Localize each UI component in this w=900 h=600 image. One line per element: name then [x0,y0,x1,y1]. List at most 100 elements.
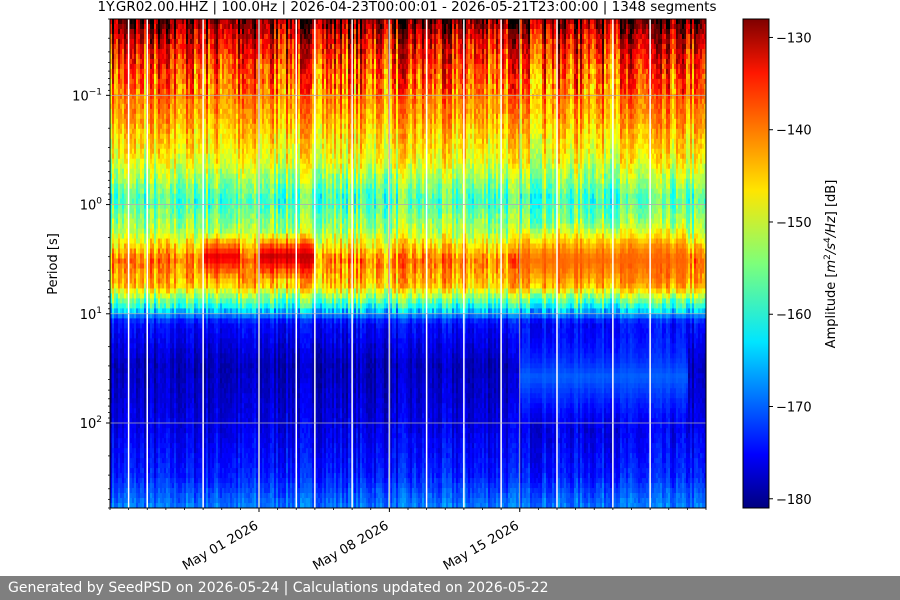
heatmap-cell [158,283,161,290]
heatmap-cell [124,478,127,484]
heatmap-cell [140,23,143,30]
heatmap-cell [116,318,119,324]
heatmap-cell [110,43,113,50]
heatmap-cell [120,188,123,195]
heatmap-cell [114,413,117,419]
heatmap-cell [118,318,121,324]
heatmap-cell [126,403,129,409]
heatmap-cell [132,253,135,260]
heatmap-cell [126,123,129,130]
heatmap-cell [136,113,139,120]
heatmap-cell [150,188,153,195]
heatmap-cell [114,423,117,429]
heatmap-cell [150,83,153,90]
heatmap-cell [116,293,119,300]
heatmap-cell [150,253,153,260]
heatmap-cell [134,83,137,90]
heatmap-cell [154,283,157,290]
heatmap-cell [112,138,115,145]
heatmap-cell [120,323,123,329]
heatmap-cell [172,103,175,110]
heatmap-cell [166,313,169,319]
heatmap-cell [172,113,175,120]
heatmap-cell [138,438,141,444]
heatmap-cell [170,28,173,35]
heatmap-cell [136,198,139,205]
heatmap-cell [122,198,125,205]
heatmap-cell [150,93,153,100]
heatmap-cell [130,483,133,489]
heatmap-cell [126,328,129,334]
heatmap-cell [156,328,159,334]
heatmap-cell [114,403,117,409]
heatmap-cell [114,333,117,339]
heatmap-cell [126,293,129,300]
heatmap-cell [116,213,119,220]
heatmap-cell [152,413,155,419]
heatmap-cell [118,203,121,210]
heatmap-cell [130,373,133,379]
heatmap-cell [110,88,113,95]
heatmap-cell [156,423,159,429]
heatmap-cell [140,473,143,479]
heatmap-cell [134,438,137,444]
heatmap-cell [136,393,139,399]
heatmap-cell [132,118,135,125]
heatmap-cell [166,108,169,115]
heatmap-cell [134,283,137,290]
heatmap-cell [148,108,151,115]
heatmap-cell [130,278,133,285]
heatmap-cell [136,118,139,125]
heatmap-cell [124,198,127,205]
heatmap-cell [118,298,121,305]
heatmap-cell [116,258,119,265]
heatmap-cell [156,418,159,424]
heatmap-cell [140,213,143,220]
heatmap-cell [124,318,127,324]
heatmap-cell [122,183,125,190]
heatmap-cell [118,473,121,479]
heatmap-cell [114,148,117,155]
heatmap-cell [148,438,151,444]
heatmap-cell [164,358,167,364]
heatmap-cell [172,323,175,329]
heatmap-cell [172,338,175,344]
heatmap-cell [120,363,123,369]
heatmap-cell [120,303,123,310]
heatmap-cell [112,183,115,190]
heatmap-cell [112,413,115,419]
heatmap-cell [178,433,181,439]
heatmap-cell [166,158,169,165]
heatmap-cell [116,93,119,100]
heatmap-cell [124,333,127,339]
heatmap-cell [130,498,133,504]
heatmap-cell [130,218,133,225]
heatmap-cell [174,433,177,439]
heatmap-cell [174,428,177,434]
heatmap-cell [168,483,171,489]
heatmap-cell [156,138,159,145]
heatmap-cell [164,213,167,220]
heatmap-cell [170,263,173,270]
heatmap-cell [124,293,127,300]
heatmap-cell [134,178,137,185]
heatmap-cell [168,278,171,285]
heatmap-cell [168,413,171,419]
heatmap-cell [160,33,163,40]
heatmap-cell [114,433,117,439]
heatmap-cell [122,408,125,414]
heatmap-cell [152,313,155,319]
heatmap-cell [156,258,159,265]
heatmap-cell [152,88,155,95]
heatmap-cell [168,218,171,225]
heatmap-cell [138,158,141,165]
heatmap-cell [120,428,123,434]
heatmap-cell [114,338,117,344]
heatmap-cell [136,108,139,115]
heatmap-cell [176,73,179,80]
heatmap-cell [180,193,183,200]
heatmap-cell [178,413,181,419]
heatmap-cell [148,83,151,90]
heatmap-cell [178,453,181,459]
heatmap-cell [124,173,127,180]
